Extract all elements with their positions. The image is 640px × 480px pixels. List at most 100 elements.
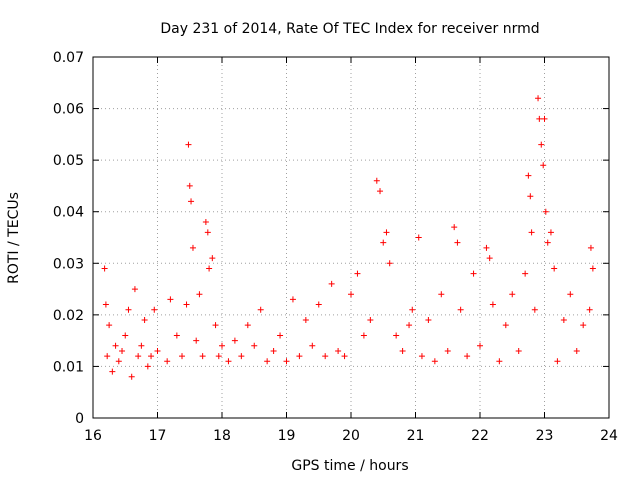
data-point xyxy=(131,286,138,293)
data-point xyxy=(185,141,192,148)
data-point xyxy=(101,265,108,272)
data-point xyxy=(373,177,380,184)
data-point xyxy=(128,373,135,380)
data-point xyxy=(186,182,193,189)
data-point xyxy=(535,95,542,102)
data-point xyxy=(415,234,422,241)
data-point xyxy=(231,337,238,344)
data-point xyxy=(328,280,335,287)
data-point xyxy=(431,358,438,365)
data-point xyxy=(251,342,258,349)
data-point xyxy=(151,306,158,313)
data-point xyxy=(509,291,516,298)
x-tick-label: 20 xyxy=(342,428,360,444)
y-tick-label: 0 xyxy=(75,411,84,427)
x-tick-label: 22 xyxy=(471,428,489,444)
data-point xyxy=(451,224,458,231)
data-point xyxy=(399,347,406,354)
data-point xyxy=(148,353,155,360)
data-point xyxy=(354,270,361,277)
data-point xyxy=(138,342,145,349)
data-point xyxy=(464,353,471,360)
data-point xyxy=(587,244,594,251)
data-point xyxy=(179,353,186,360)
data-point xyxy=(409,306,416,313)
y-tick-label: 0.07 xyxy=(53,50,84,66)
x-tick-label: 24 xyxy=(600,428,618,444)
data-point xyxy=(551,265,558,272)
data-point xyxy=(183,301,190,308)
data-point xyxy=(418,353,425,360)
data-point xyxy=(522,270,529,277)
data-point xyxy=(215,353,222,360)
data-point xyxy=(193,337,200,344)
data-point xyxy=(454,239,461,246)
data-point xyxy=(270,347,277,354)
data-point xyxy=(547,229,554,236)
data-point xyxy=(444,347,451,354)
data-point xyxy=(219,342,225,349)
data-point xyxy=(244,322,251,329)
data-point xyxy=(109,368,116,375)
x-tick-label: 18 xyxy=(213,428,231,444)
data-point xyxy=(164,358,171,365)
data-point xyxy=(119,347,126,354)
data-point xyxy=(188,198,195,205)
data-point xyxy=(104,353,111,360)
data-point xyxy=(425,317,432,324)
chart-title: Day 231 of 2014, Rate Of TEC Index for r… xyxy=(160,21,539,37)
data-point xyxy=(309,342,316,349)
x-tick-label: 16 xyxy=(84,428,102,444)
data-point xyxy=(257,306,264,313)
data-point xyxy=(264,358,271,365)
data-point xyxy=(438,291,445,298)
data-point xyxy=(102,301,109,308)
grid xyxy=(93,57,609,418)
data-point xyxy=(277,332,284,339)
data-point xyxy=(377,188,384,195)
data-point xyxy=(302,317,309,324)
y-tick-label: 0.05 xyxy=(53,153,84,169)
data-point xyxy=(554,358,561,365)
y-tick-label: 0.01 xyxy=(53,359,84,375)
data-point xyxy=(527,193,534,200)
data-point xyxy=(144,363,151,370)
data-point xyxy=(289,296,296,303)
y-axis-title: ROTI / TECUs xyxy=(6,192,22,284)
data-point xyxy=(542,208,549,215)
data-point xyxy=(380,239,387,246)
data-point xyxy=(573,347,580,354)
data-point xyxy=(125,306,132,313)
x-axis-title: GPS time / hours xyxy=(291,458,408,474)
x-tick-label: 17 xyxy=(149,428,167,444)
y-tick-labels: 0 0.01 0.02 0.03 0.04 0.05 0.06 0.07 xyxy=(53,50,84,427)
axis-ticks xyxy=(92,56,610,419)
data-point xyxy=(586,306,593,313)
data-point xyxy=(202,219,209,226)
data-point xyxy=(112,342,119,349)
data-point xyxy=(470,270,477,277)
y-tick-label: 0.06 xyxy=(53,102,84,118)
data-point xyxy=(386,260,393,267)
data-point xyxy=(167,296,174,303)
data-point xyxy=(544,239,551,246)
data-point xyxy=(489,301,496,308)
data-point xyxy=(567,291,574,298)
data-point xyxy=(393,332,400,339)
data-point xyxy=(496,358,503,365)
x-tick-label: 21 xyxy=(407,428,425,444)
data-point xyxy=(541,115,548,122)
x-tick-label: 23 xyxy=(536,428,554,444)
data-point xyxy=(135,353,142,360)
data-point xyxy=(486,255,493,262)
x-tick-labels: 16 17 18 19 20 21 22 23 24 xyxy=(84,428,618,444)
data-point xyxy=(225,358,232,365)
data-point xyxy=(538,141,545,148)
data-point xyxy=(560,317,567,324)
data-point xyxy=(141,317,148,324)
data-point xyxy=(483,244,490,251)
data-point xyxy=(204,229,211,236)
data-point xyxy=(580,322,587,329)
data-point xyxy=(115,358,122,365)
